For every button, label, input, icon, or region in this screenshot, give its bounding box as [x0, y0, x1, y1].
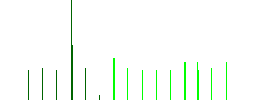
Bar	[156, 70, 157, 100]
Bar	[184, 62, 185, 100]
Bar	[170, 70, 171, 100]
Bar	[85, 68, 86, 100]
Bar	[255, 62, 256, 100]
Bar	[72, 45, 73, 100]
Bar	[197, 62, 198, 100]
Bar	[114, 58, 115, 100]
Bar	[113, 58, 114, 100]
Bar	[71, 0, 72, 100]
Bar	[56, 70, 57, 100]
Bar	[211, 68, 212, 100]
Bar	[142, 70, 143, 100]
Bar	[185, 62, 186, 100]
Bar	[127, 68, 128, 100]
Bar	[99, 95, 100, 100]
Bar	[198, 70, 199, 100]
